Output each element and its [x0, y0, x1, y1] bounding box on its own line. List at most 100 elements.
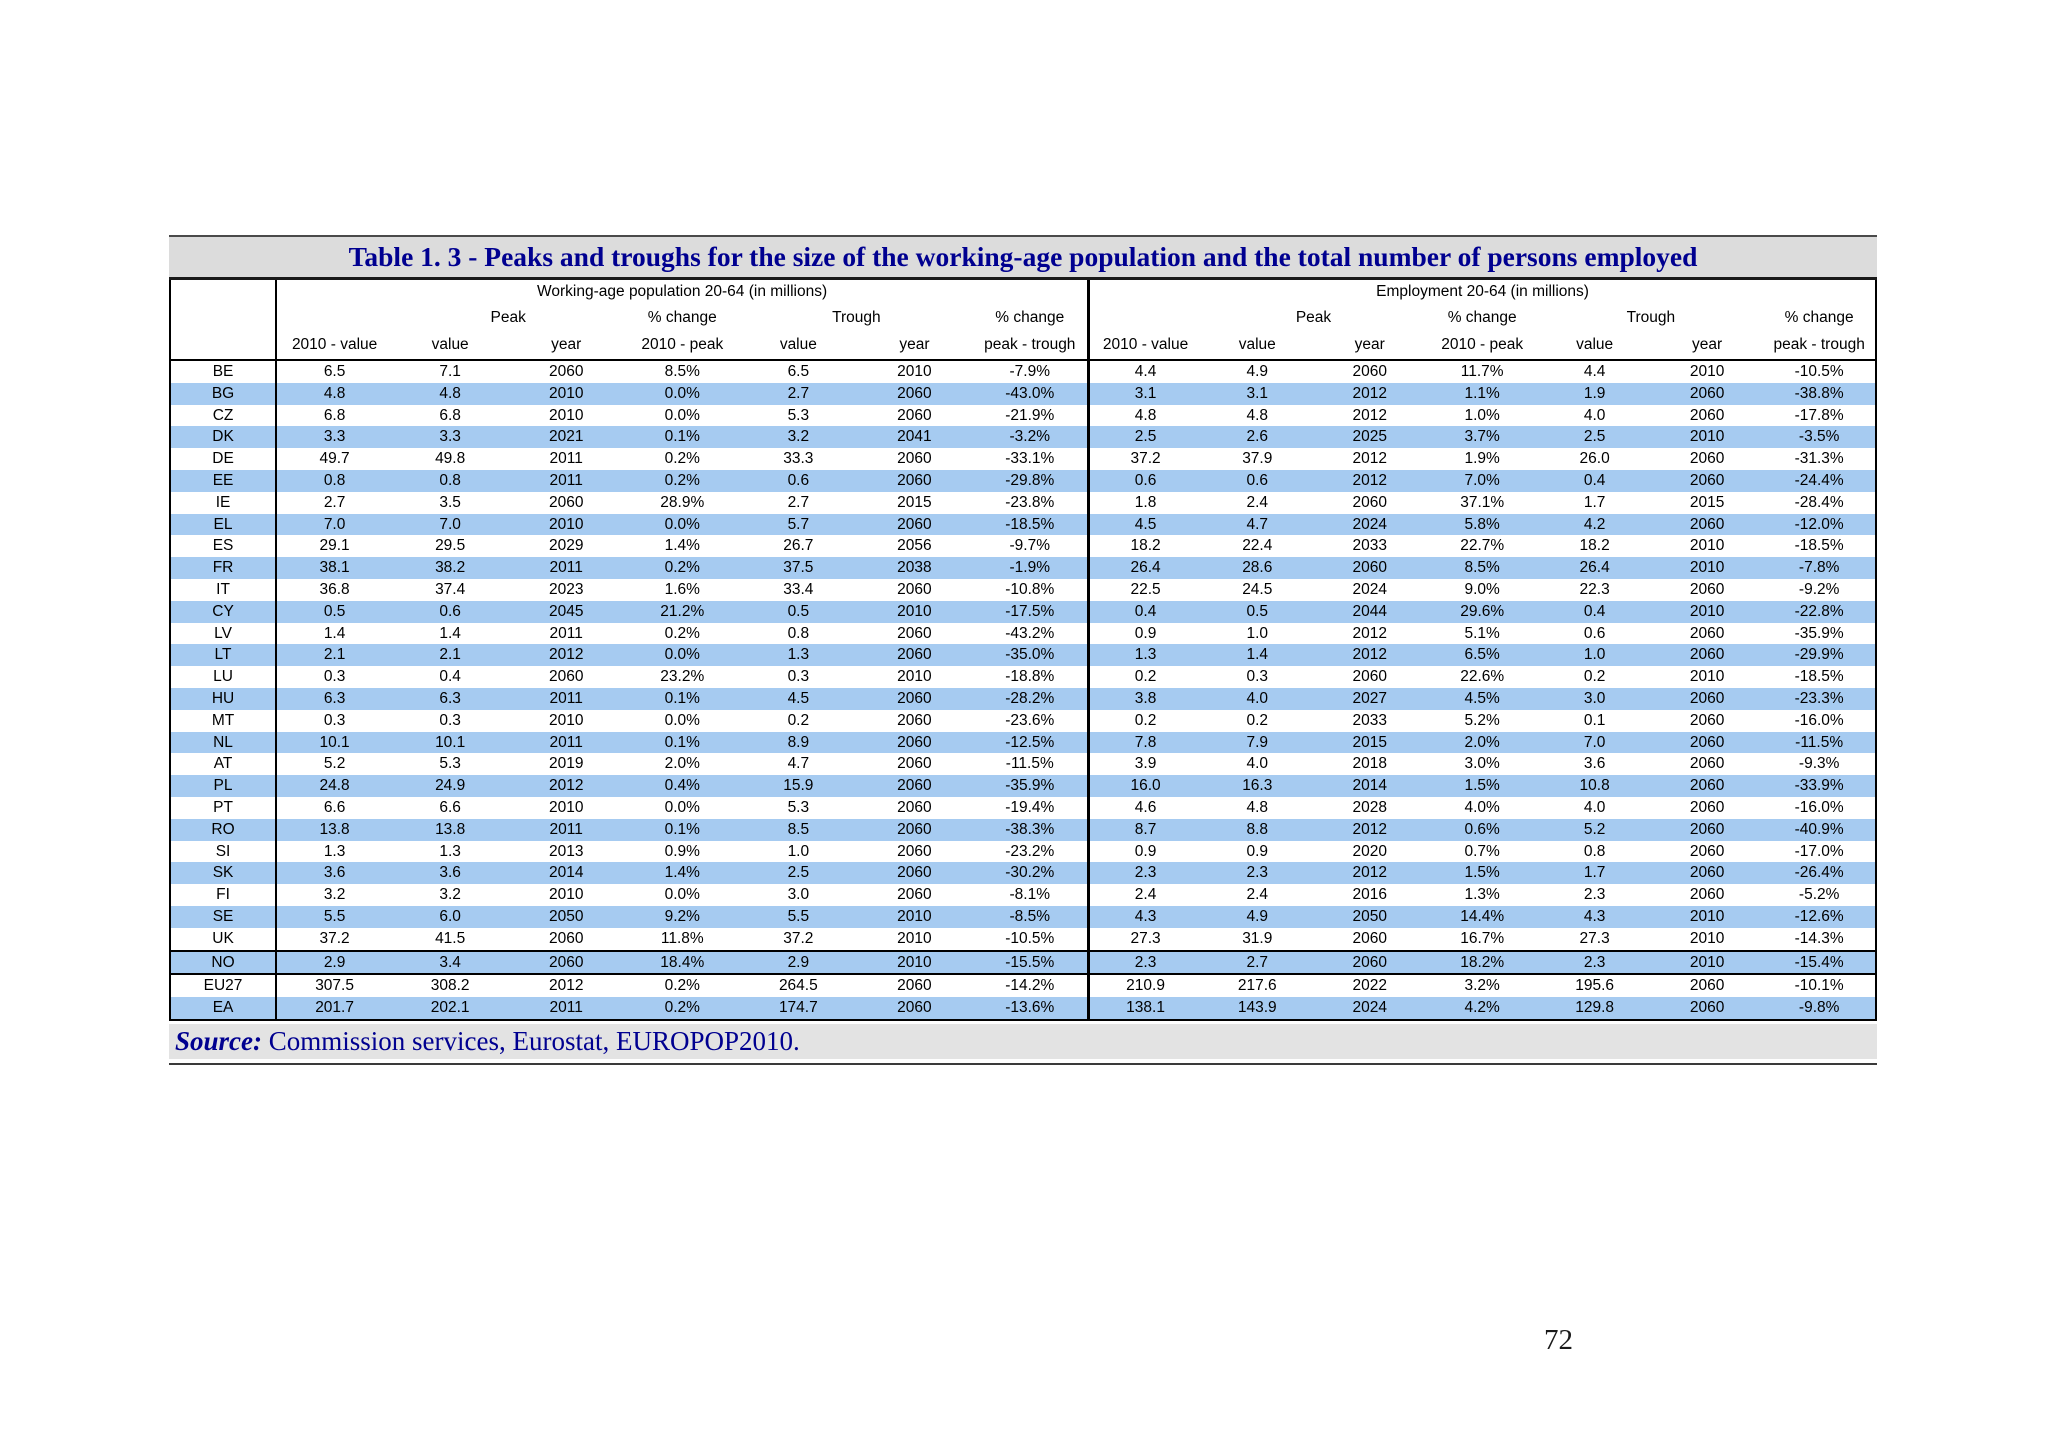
value-cell: 0.6%	[1464, 820, 1500, 838]
value-cell: 2060	[897, 755, 932, 773]
value-cell: 2.9	[275, 949, 393, 975]
value-cell: 0.8	[275, 469, 393, 492]
value-cell: 2060	[897, 999, 932, 1017]
group-header-row: Peak % change Trough % change Peak % cha…	[170, 303, 1876, 329]
value-cell: 174.7	[778, 999, 818, 1017]
value-cell: 307.5	[275, 973, 393, 998]
value-cell: 2010	[897, 929, 932, 947]
value-cell: 2012	[548, 646, 584, 664]
value-cell: 26.7	[783, 537, 814, 555]
value-cell: 6.5	[787, 363, 810, 380]
value-cell: 1.6%	[664, 580, 700, 598]
value-cell: 2060	[1689, 777, 1725, 795]
value-cell: 1.4%	[664, 864, 700, 882]
value-cell: 2018	[1352, 755, 1387, 773]
table-row: SK 3.6 3.6 2014 1.4% 2.5 2060 -30.2% 2.3 2.3 2012 1…	[170, 862, 1876, 885]
value-cell: 49.8	[435, 450, 466, 468]
value-cell: -35.0%	[1005, 646, 1055, 664]
value-cell: 2060	[1689, 384, 1725, 402]
value-cell: 2060	[897, 798, 932, 816]
value-cell: 2010	[548, 798, 584, 816]
value-cell: 1.4	[275, 622, 393, 645]
table-row: LV 1.4 1.4 2011 0.2% 0.8 2060 -43.2% 0.9 1.0 2012 5…	[170, 622, 1876, 645]
country-code: EU27	[170, 973, 277, 998]
value-cell: 41.5	[435, 929, 466, 947]
value-cell: 15.9	[783, 777, 814, 795]
wap-change-2010-peak-header: 2010 - peak	[624, 329, 741, 361]
value-cell: 16.3	[1242, 777, 1273, 795]
value-cell: 0.1%	[664, 733, 700, 751]
value-cell: 18.2	[1579, 537, 1610, 555]
value-cell: 201.7	[275, 997, 393, 1020]
value-cell: 0.7%	[1464, 842, 1500, 860]
value-cell: 37.9	[1242, 450, 1273, 468]
value-cell: 18.2%	[1425, 949, 1539, 975]
value-cell: -16.0%	[1794, 711, 1844, 729]
value-cell: 2.6	[1246, 428, 1269, 446]
table-row: AT 5.2 5.3 2019 2.0% 4.7 2060 -11.5% 3.9 4.0 2018 3…	[170, 753, 1876, 776]
value-cell: 1.7	[1583, 864, 1606, 882]
emp-change-trough-group-header: % change	[1763, 303, 1876, 329]
value-cell: 5.5	[275, 905, 393, 928]
value-cell: 1.4	[1246, 646, 1269, 664]
value-cell: 4.7	[1246, 515, 1269, 533]
country-code: FR	[212, 559, 234, 577]
emp-peak-year-header: year	[1313, 329, 1426, 361]
value-cell: 16.7%	[1460, 929, 1505, 947]
value-cell: 4.0	[1246, 689, 1269, 707]
value-cell: 4.0	[1583, 798, 1606, 816]
value-cell: 264.5	[740, 973, 857, 998]
value-cell: 3.5	[439, 493, 461, 511]
value-cell: 0.0%	[664, 711, 700, 729]
value-cell: 2060	[897, 624, 932, 642]
value-cell: 1.4	[439, 624, 461, 642]
value-cell: 3.0	[1583, 689, 1606, 707]
value-cell: 0.5	[1246, 602, 1269, 620]
value-cell: 29.1	[275, 535, 393, 558]
value-cell: 2010	[1689, 907, 1725, 925]
value-cell: 37.4	[435, 580, 466, 598]
value-cell: 2015	[897, 493, 932, 511]
value-cell: 2060	[897, 777, 932, 795]
value-cell: 0.8	[1583, 842, 1606, 860]
country-code: AT	[213, 755, 233, 773]
wap-peak-value-header: value	[392, 329, 509, 361]
value-cell: 308.2	[392, 973, 509, 998]
value-cell: -26.4%	[1794, 864, 1844, 882]
value-cell: -1.9%	[1009, 559, 1051, 577]
value-cell: 2010	[897, 668, 932, 686]
value-cell: -11.5%	[1005, 755, 1054, 773]
value-cell: 2022	[1313, 973, 1426, 998]
value-cell: 2056	[897, 537, 932, 555]
table-row: FR 38.1 38.2 2011 0.2% 37.5 2038 -1.9% 26.4 28.6 2…	[170, 557, 1876, 579]
country-code: SE	[212, 907, 234, 925]
value-cell: 37.1%	[1460, 493, 1505, 511]
value-cell: 4.6	[1087, 796, 1202, 819]
value-cell: 31.9	[1242, 929, 1273, 947]
value-cell: 2060	[897, 515, 932, 533]
value-cell: 0.6	[1246, 471, 1269, 489]
value-cell: 202.1	[430, 999, 470, 1017]
value-cell: 26.0	[1579, 450, 1610, 468]
value-cell: 0.9	[1087, 840, 1202, 863]
value-cell: 2033	[1352, 537, 1387, 555]
value-cell: 1.3	[275, 840, 393, 863]
value-cell: 24.9	[435, 777, 466, 795]
country-code: MT	[211, 711, 235, 729]
emp-peak-group-header: Peak	[1201, 303, 1426, 329]
value-cell: 2010	[897, 363, 932, 380]
value-cell: 2029	[548, 537, 584, 555]
value-cell: -18.5%	[1794, 537, 1844, 555]
value-cell: 1.3	[787, 646, 810, 664]
section-header-working-age: Working-age population 20-64 (in million…	[275, 280, 1089, 303]
value-cell: 195.6	[1538, 973, 1651, 998]
value-cell: 2060	[1689, 515, 1725, 533]
value-cell: 2.7	[787, 493, 810, 511]
value-cell: 1.0	[1583, 646, 1606, 664]
value-cell: 2014	[548, 864, 584, 882]
table-row: CY 0.5 0.6 2045 21.2% 0.5 2010 -17.5% 0.4 0.5 2044…	[170, 600, 1876, 623]
value-cell: 143.9	[1237, 999, 1277, 1017]
value-cell: 2011	[549, 820, 583, 838]
value-cell: 5.7	[787, 515, 810, 533]
value-cell: 2024	[1352, 580, 1387, 598]
